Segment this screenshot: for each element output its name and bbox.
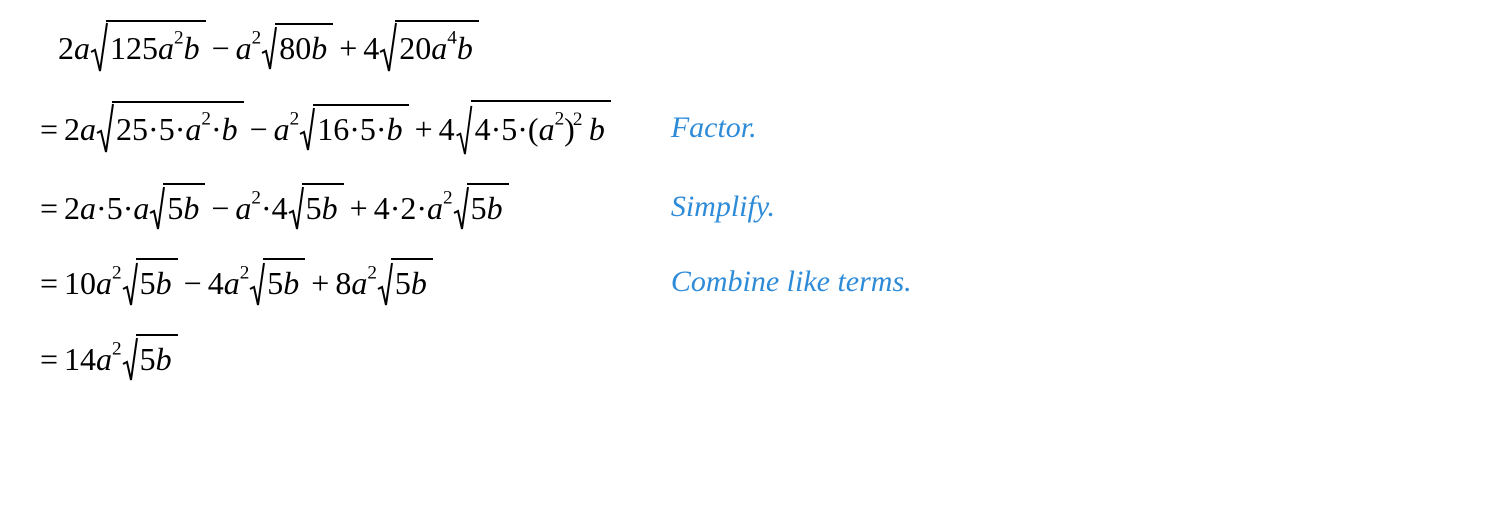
step-expression: =2a25·5·a2·b−a216·5·b+44·5·(a2)2 b bbox=[40, 100, 611, 155]
step-expression: =2a·5·a5b−a2·45b+4·2·a25b bbox=[40, 183, 611, 230]
step-annotation: Factor. bbox=[671, 111, 1460, 145]
step-annotation: Simplify. bbox=[671, 190, 1460, 224]
step-annotation: Combine like terms. bbox=[671, 265, 1460, 299]
step-expression: =10a25b−4a25b+8a25b bbox=[40, 258, 611, 305]
worked-example: 2a125a2b−a280b+420a4b =2a25·5·a2·b−a216·… bbox=[40, 20, 1460, 381]
step-expression: 2a125a2b−a280b+420a4b bbox=[40, 20, 611, 72]
step-expression: =14a25b bbox=[40, 334, 611, 381]
